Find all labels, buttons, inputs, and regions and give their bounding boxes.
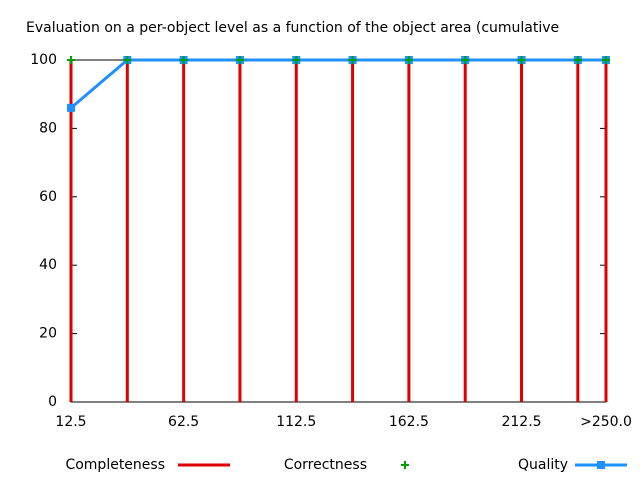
point [179, 56, 188, 64]
point [404, 56, 413, 64]
line [70, 58, 606, 110]
y-tick-label: 100 [30, 52, 57, 68]
point [292, 56, 301, 64]
point [573, 56, 582, 64]
point [348, 56, 357, 64]
x-tick-label: 162.5 [389, 414, 429, 430]
point [123, 56, 132, 64]
x-tick-label: 212.5 [501, 414, 541, 430]
point [517, 56, 526, 64]
x-tick-label: 12.5 [55, 414, 86, 430]
x-tick-label: 62.5 [168, 414, 199, 430]
legend-label: Quality [518, 457, 568, 473]
y-tick-label: 0 [48, 394, 57, 410]
point [461, 56, 470, 64]
point [235, 56, 244, 64]
legend-label: Correctness [284, 457, 367, 473]
y-tick-label: 40 [39, 257, 57, 273]
legend-marker [401, 461, 409, 469]
x-tick-label: >250.0 [580, 414, 632, 430]
point [602, 56, 610, 64]
point [67, 103, 75, 112]
x-tick-label: 112.5 [276, 414, 316, 430]
legend-marker [597, 461, 605, 469]
y-tick-label: 60 [39, 189, 57, 205]
plot-frame [70, 59, 607, 403]
y-tick-label: 80 [39, 120, 57, 136]
chart-title: Evaluation on a per-object level as a fu… [26, 20, 559, 36]
y-tick-label: 20 [39, 326, 57, 342]
legend-label: Completeness [65, 457, 165, 473]
point [67, 56, 75, 64]
